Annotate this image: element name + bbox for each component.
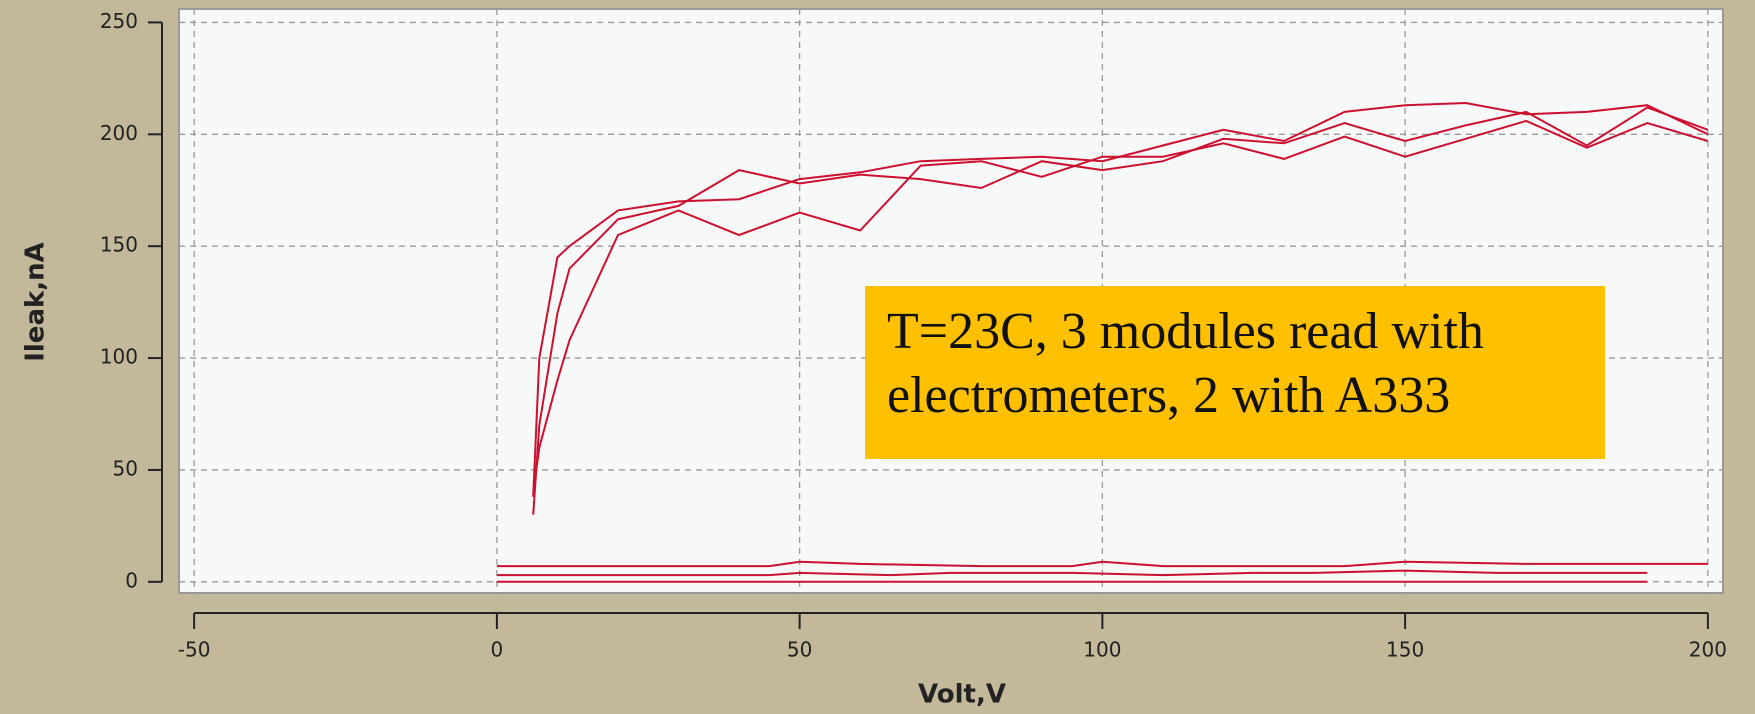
y-tick-label: 100	[100, 345, 138, 369]
series-line	[532, 106, 1709, 515]
y-tick-label: 150	[100, 233, 138, 257]
annotation: T=23C, 3 modules read with electrometers…	[865, 286, 1605, 459]
y-tick-label: 50	[113, 456, 138, 480]
x-tick-label: 50	[787, 638, 812, 662]
y-tick-label: 250	[100, 9, 138, 33]
y-tick-label: 200	[100, 121, 138, 145]
y-axis-title: Ileak,nA	[21, 242, 51, 362]
x-tick-label: 200	[1689, 638, 1727, 662]
series-line	[496, 560, 1708, 568]
y-tick-label: 0	[125, 568, 138, 592]
series-line	[532, 119, 1709, 493]
x-tick-label: 100	[1083, 638, 1121, 662]
x-tick-label: 0	[491, 638, 504, 662]
x-tick-label: -50	[178, 638, 211, 662]
x-tick-label: 150	[1386, 638, 1424, 662]
x-axis-title: Volt,V	[918, 680, 1006, 710]
series-line	[496, 569, 1648, 577]
series-line	[532, 101, 1709, 497]
